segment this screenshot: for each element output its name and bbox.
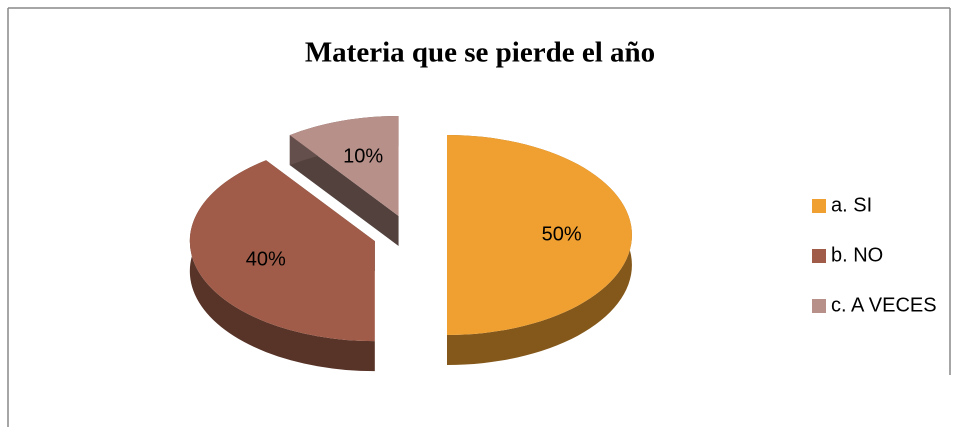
legend-swatch bbox=[812, 199, 826, 213]
data-label: 40% bbox=[246, 249, 286, 271]
slice bbox=[189, 160, 375, 342]
legend-swatch bbox=[812, 249, 826, 263]
slice-side bbox=[189, 160, 375, 372]
slice bbox=[447, 135, 632, 335]
data-label: 10% bbox=[343, 145, 383, 167]
legend-label: a. SI bbox=[831, 194, 872, 216]
slice-side bbox=[289, 135, 399, 246]
legend-swatch bbox=[812, 299, 826, 313]
legend-label: b. NO bbox=[831, 244, 883, 266]
slice bbox=[289, 115, 399, 216]
data-label: 50% bbox=[542, 223, 582, 245]
legend-label: c. A VECES bbox=[831, 294, 937, 316]
chart-title: Materia que se pierde el año bbox=[305, 37, 655, 69]
